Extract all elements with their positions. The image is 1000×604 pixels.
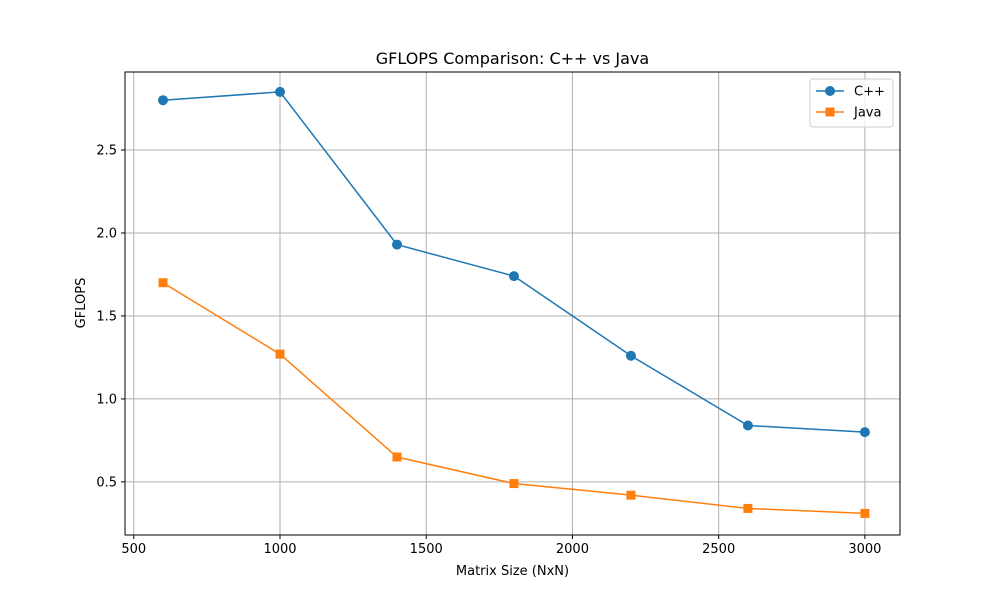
data-point-square <box>509 479 519 489</box>
data-point-circle <box>625 350 636 361</box>
x-tick-label: 1500 <box>410 542 443 557</box>
chart-title: GFLOPS Comparison: C++ vs Java <box>376 49 649 68</box>
series-line <box>162 282 865 515</box>
series <box>158 86 870 518</box>
x-tick-label: 1000 <box>263 542 296 557</box>
plot-frame <box>124 71 901 536</box>
data-point-square <box>626 490 636 500</box>
data-point-square <box>860 508 870 518</box>
x-tick-label: 3000 <box>848 542 881 557</box>
legend: C++ Java <box>809 78 894 128</box>
y-tick-label: 2.5 <box>96 143 117 158</box>
grid <box>125 72 900 535</box>
y-axis-label: GFLOPS <box>74 278 89 329</box>
legend-marker-circle <box>825 86 835 96</box>
series-line <box>162 91 865 433</box>
data-point-circle <box>859 427 870 438</box>
data-point-circle <box>742 420 753 431</box>
x-tick-label: 2500 <box>702 542 735 557</box>
data-point-square <box>743 503 753 513</box>
y-tick-label: 1.5 <box>96 309 117 324</box>
y-tick-label: 2.0 <box>96 226 117 241</box>
legend-label: C++ <box>854 85 885 100</box>
y-tick-label: 1.0 <box>96 392 117 407</box>
x-tick-label: 500 <box>121 542 146 557</box>
axes <box>124 71 901 536</box>
data-point-circle <box>391 239 402 250</box>
data-point-square <box>158 278 168 288</box>
x-axis-label: Matrix Size (NxN) <box>456 564 569 579</box>
legend-label: Java <box>853 106 881 121</box>
data-point-square <box>275 349 285 359</box>
series-java <box>158 278 870 518</box>
legend-marker-square <box>825 107 835 117</box>
y-tick-label: 0.5 <box>96 475 117 490</box>
data-point-circle <box>158 95 169 106</box>
data-point-circle <box>275 86 285 97</box>
data-point-circle <box>508 271 519 282</box>
series-cpp <box>158 86 870 438</box>
x-tick-label: 2000 <box>556 542 589 557</box>
data-point-square <box>392 452 402 462</box>
ticks: 500 1000 1500 2000 2500 3000 0.5 1.0 1.5 2.0 2.5 <box>96 143 881 557</box>
